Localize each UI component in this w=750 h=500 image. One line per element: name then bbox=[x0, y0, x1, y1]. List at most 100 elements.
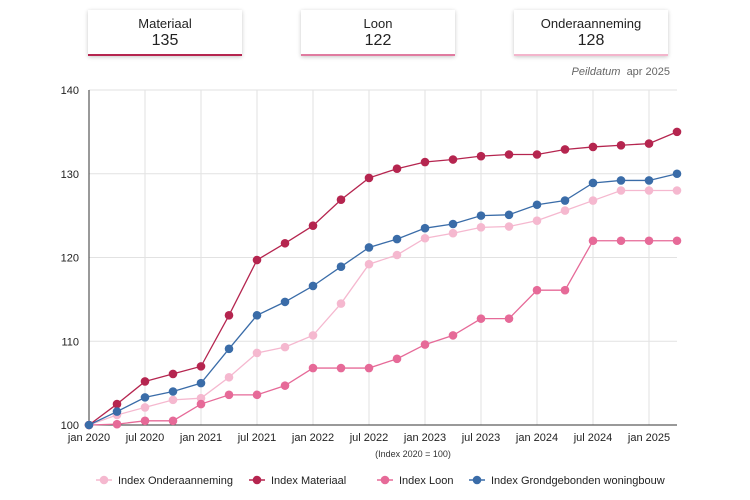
peildatum-label: Peildatum bbox=[571, 66, 621, 78]
data-point-0-11 bbox=[392, 250, 402, 260]
data-point-2-3 bbox=[168, 416, 178, 426]
data-point-2-13 bbox=[448, 331, 458, 340]
data-point-0-7 bbox=[280, 342, 290, 352]
legend-label-1: Index Materiaal bbox=[271, 475, 346, 487]
y-tick-label-100: 100 bbox=[61, 420, 79, 432]
x-tick-label-18: jul 2024 bbox=[573, 432, 613, 444]
kpi-label-materiaal: Materiaal bbox=[138, 16, 192, 31]
data-point-2-1 bbox=[112, 419, 122, 429]
legend-marker-2 bbox=[380, 475, 390, 485]
data-point-3-21 bbox=[672, 169, 682, 179]
kpi-label-loon: Loon bbox=[363, 16, 393, 31]
kpi-card-materiaal[interactable]: Materiaal 135 bbox=[88, 10, 242, 56]
data-point-0-8 bbox=[308, 331, 318, 340]
data-point-3-19 bbox=[616, 176, 626, 185]
data-point-3-13 bbox=[448, 219, 458, 229]
data-point-3-20 bbox=[644, 176, 654, 185]
data-point-0-9 bbox=[336, 299, 346, 308]
x-tick-label-4: jan 2021 bbox=[179, 432, 222, 444]
data-point-3-15 bbox=[504, 210, 514, 220]
data-point-0-19 bbox=[616, 186, 626, 195]
peildatum-value: apr 2025 bbox=[626, 66, 670, 78]
legend-marker-1 bbox=[252, 475, 262, 485]
data-point-0-15 bbox=[504, 222, 514, 231]
kpi-value-materiaal: 135 bbox=[151, 32, 179, 49]
y-tick-label-110: 110 bbox=[61, 336, 79, 348]
data-point-0-13 bbox=[448, 228, 458, 238]
data-point-2-12 bbox=[420, 340, 430, 349]
data-point-2-18 bbox=[588, 236, 598, 246]
legend-label-0: Index Onderaanneming bbox=[118, 475, 233, 487]
x-tick-label-0: jan 2020 bbox=[67, 432, 110, 444]
legend-label-2: Index Loon bbox=[399, 475, 453, 487]
x-tick-label-16: jan 2024 bbox=[515, 432, 558, 444]
data-point-3-12 bbox=[420, 223, 430, 233]
data-point-0-21 bbox=[672, 186, 682, 195]
data-point-2-4 bbox=[196, 399, 206, 409]
data-point-3-9 bbox=[336, 262, 346, 272]
data-point-2-8 bbox=[308, 363, 318, 373]
series-3 bbox=[84, 169, 682, 430]
data-point-2-10 bbox=[364, 363, 374, 373]
x-tick-label-2: jul 2020 bbox=[125, 432, 165, 444]
x-tick-label-10: jul 2022 bbox=[349, 432, 389, 444]
data-point-1-8 bbox=[308, 221, 318, 230]
data-point-1-21 bbox=[672, 127, 682, 137]
data-point-0-6 bbox=[252, 348, 262, 358]
legend-marker-0 bbox=[99, 475, 109, 485]
data-point-0-14 bbox=[476, 223, 486, 232]
data-point-3-8 bbox=[308, 281, 318, 291]
data-point-0-10 bbox=[364, 259, 374, 269]
data-point-1-6 bbox=[252, 255, 262, 265]
kpi-bar-onderaanneming bbox=[514, 54, 668, 56]
data-point-0-18 bbox=[588, 196, 598, 205]
kpi-card-onderaanneming[interactable]: Onderaanneming 128 bbox=[514, 10, 668, 56]
data-point-2-7 bbox=[280, 381, 290, 390]
data-point-2-14 bbox=[476, 314, 486, 323]
data-point-1-12 bbox=[420, 157, 430, 167]
series-1 bbox=[84, 127, 682, 430]
x-tick-label-8: jan 2022 bbox=[291, 432, 334, 444]
data-point-3-0 bbox=[84, 420, 94, 430]
data-point-1-20 bbox=[644, 139, 654, 148]
data-point-2-9 bbox=[336, 363, 346, 373]
data-point-1-10 bbox=[364, 173, 374, 183]
series-line-2 bbox=[88, 240, 677, 426]
kpi-row: Materiaal 135 Loon 122 Onderaanneming 12… bbox=[0, 0, 750, 60]
data-point-3-4 bbox=[196, 378, 206, 388]
data-point-3-7 bbox=[280, 297, 290, 307]
data-point-2-6 bbox=[252, 390, 262, 400]
y-tick-label-130: 130 bbox=[61, 169, 79, 181]
data-point-0-12 bbox=[420, 233, 430, 243]
data-point-3-16 bbox=[532, 200, 542, 210]
data-point-3-18 bbox=[588, 178, 598, 188]
data-point-2-11 bbox=[392, 354, 402, 364]
data-point-1-3 bbox=[168, 369, 178, 379]
data-point-0-20 bbox=[644, 186, 654, 195]
data-point-3-1 bbox=[112, 407, 122, 416]
series-2 bbox=[84, 236, 682, 430]
data-point-3-6 bbox=[252, 310, 262, 320]
data-point-1-5 bbox=[224, 310, 234, 320]
series-line-3 bbox=[88, 173, 678, 426]
data-point-3-11 bbox=[392, 234, 402, 244]
data-point-2-2 bbox=[140, 416, 150, 426]
kpi-card-loon[interactable]: Loon 122 bbox=[301, 10, 455, 56]
x-tick-label-14: jul 2023 bbox=[461, 432, 501, 444]
data-point-1-7 bbox=[280, 238, 290, 248]
data-point-1-1 bbox=[112, 399, 122, 409]
data-point-2-5 bbox=[224, 390, 234, 400]
data-point-0-16 bbox=[532, 216, 542, 225]
data-point-3-10 bbox=[364, 243, 374, 252]
series-line-1 bbox=[88, 131, 678, 426]
y-tick-label-120: 120 bbox=[61, 253, 79, 265]
data-point-2-21 bbox=[672, 236, 682, 246]
data-point-1-18 bbox=[588, 142, 598, 152]
x-tick-label-20: jan 2025 bbox=[627, 432, 670, 444]
kpi-bar-loon bbox=[301, 54, 455, 56]
kpi-value-loon: 122 bbox=[364, 32, 392, 49]
data-point-1-4 bbox=[196, 362, 206, 371]
kpi-label-onderaanneming: Onderaanneming bbox=[540, 16, 642, 31]
kpi-value-onderaanneming: 128 bbox=[577, 32, 605, 49]
data-point-2-16 bbox=[532, 285, 542, 295]
